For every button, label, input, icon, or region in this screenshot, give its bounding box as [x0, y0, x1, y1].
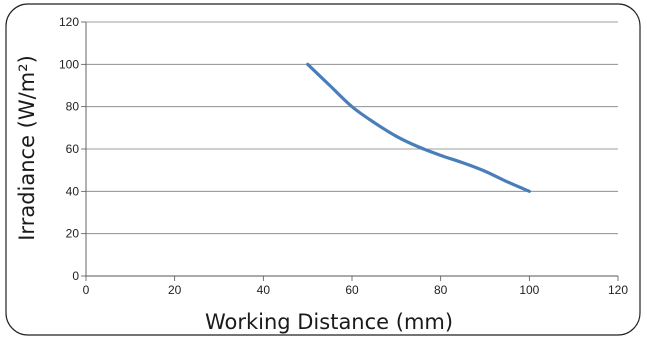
y-tick-label: 40	[66, 184, 80, 198]
y-tick-label: 0	[72, 269, 79, 283]
x-tick-label: 120	[608, 283, 628, 297]
x-tick-label: 60	[345, 283, 359, 297]
y-tick-label: 80	[66, 100, 80, 114]
chart-frame	[5, 3, 641, 336]
y-axis-title: Irradiance (W/m²)	[15, 55, 39, 241]
y-tick-label: 20	[66, 227, 80, 241]
x-tick-label: 100	[519, 283, 539, 297]
x-tick-label: 80	[434, 283, 448, 297]
tick-labels: 0 20 40 60 80 100 120 0 20 40 60 80 100 120	[59, 15, 628, 297]
x-tick-label: 40	[257, 283, 271, 297]
y-tick-label: 100	[59, 57, 79, 71]
x-tick-label: 20	[168, 283, 182, 297]
x-axis-title: Working Distance (mm)	[205, 310, 453, 334]
series-layer	[306, 62, 531, 193]
y-tick-label: 120	[59, 15, 79, 29]
grid-lines	[86, 21, 618, 235]
y-tick-label: 60	[66, 142, 80, 156]
x-tick-label: 0	[83, 283, 90, 297]
axes	[81, 21, 619, 281]
series-line	[306, 62, 531, 193]
